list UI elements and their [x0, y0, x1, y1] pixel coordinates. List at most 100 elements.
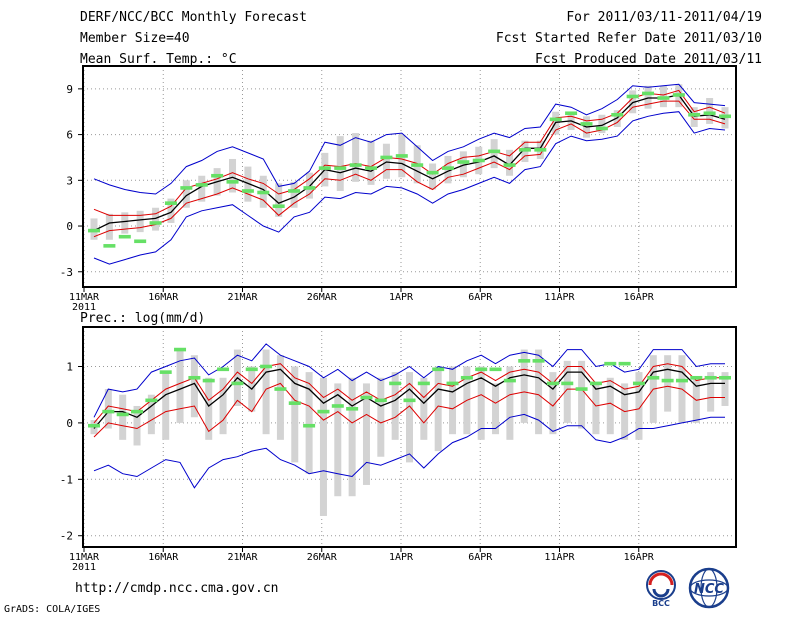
observed-marker — [288, 189, 301, 193]
observed-marker — [403, 398, 416, 403]
observed-marker — [365, 166, 378, 170]
observed-marker — [580, 122, 593, 126]
y-tick-label: -2 — [60, 530, 73, 543]
ensemble-range-box — [190, 355, 198, 418]
observed-marker — [116, 412, 129, 417]
observed-marker — [703, 111, 716, 116]
ensemble-range-box — [706, 98, 714, 124]
x-tick-label: 21MAR — [227, 552, 258, 563]
ncc-logo: NCC — [688, 567, 730, 609]
x-tick-label: 26MAR — [307, 552, 338, 563]
series-lower-inner — [93, 100, 726, 238]
ensemble-range-box — [205, 377, 213, 440]
ensemble-range-box — [176, 349, 184, 423]
observed-marker — [618, 361, 631, 366]
observed-marker — [374, 398, 387, 403]
ensemble-range-box — [563, 360, 571, 423]
ensemble-range-box — [367, 140, 375, 185]
ensemble-range-box — [406, 372, 413, 463]
x-tick-label: 11MAR — [69, 552, 100, 563]
observed-marker — [389, 381, 402, 386]
ensemble-range-box — [348, 377, 356, 497]
observed-marker — [257, 190, 270, 195]
observed-marker — [346, 406, 359, 411]
ensemble-range-box — [276, 355, 284, 440]
observed-marker — [88, 228, 100, 233]
ensemble-range-box — [162, 372, 170, 440]
y-tick-label: -1 — [60, 473, 73, 486]
observed-marker — [475, 367, 488, 372]
observed-marker — [518, 359, 531, 363]
ensemble-range-box — [377, 377, 385, 457]
ensemble-range-box — [690, 107, 698, 127]
ensemble-range-box — [613, 110, 621, 127]
y-tick-label: 3 — [66, 174, 73, 187]
ncc-logo-text: NCC — [694, 582, 724, 597]
x-tick-label: 1APR — [389, 552, 414, 563]
observed-marker — [642, 91, 655, 96]
series-ensemble-mean — [93, 94, 726, 232]
ensemble-range-box — [721, 372, 729, 406]
observed-marker — [380, 155, 393, 160]
series-lower-outer — [93, 111, 726, 265]
ensemble-range-box — [219, 377, 227, 435]
observed-marker — [595, 126, 608, 131]
source-url[interactable]: http://cmdp.ncc.cma.gov.cn — [75, 581, 279, 596]
observed-marker — [518, 148, 531, 152]
observed-marker — [102, 409, 115, 414]
observed-marker — [274, 387, 287, 391]
observed-marker — [561, 381, 574, 386]
observed-marker — [549, 117, 562, 122]
ensemble-range-box — [352, 133, 360, 182]
observed-marker — [231, 381, 244, 386]
ensemble-range-box — [104, 389, 112, 429]
ensemble-range-box — [133, 405, 141, 446]
series-upper-outer — [93, 83, 726, 195]
ensemble-range-box — [167, 198, 175, 223]
forecast-period: For 2011/03/11-2011/04/19 — [566, 10, 762, 25]
observed-marker — [180, 186, 193, 190]
ensemble-range-box — [644, 85, 652, 109]
y-tick-label: -3 — [60, 266, 73, 279]
observed-marker — [565, 111, 578, 116]
ensemble-range-box — [182, 180, 190, 208]
observed-marker — [503, 163, 516, 167]
observed-marker — [534, 148, 547, 152]
ensemble-range-box — [598, 114, 606, 134]
observed-marker — [272, 204, 285, 209]
x-tick-label: 6APR — [468, 552, 493, 563]
observed-marker — [131, 409, 144, 414]
observed-marker — [195, 183, 208, 187]
y-tick-label: 6 — [66, 129, 73, 142]
forecast-produced-date: Fcst Produced Date 2011/03/11 — [535, 52, 762, 67]
observed-marker — [489, 367, 502, 372]
ensemble-range-box — [520, 349, 528, 423]
observed-marker — [188, 375, 201, 380]
observed-marker — [331, 404, 344, 408]
plot-frame — [82, 65, 737, 288]
series-lower-inner — [93, 382, 725, 438]
observed-marker — [303, 423, 316, 428]
ensemble-range-box — [319, 377, 327, 516]
ensemble-range-box — [490, 139, 498, 169]
observed-marker — [211, 173, 224, 178]
observed-marker — [532, 359, 545, 363]
ensemble-range-box — [578, 360, 586, 429]
observed-marker — [460, 375, 473, 380]
ensemble-range-box — [477, 366, 485, 440]
observed-marker — [432, 367, 445, 372]
variable-label: Mean Surf. Temp.: °C — [80, 52, 237, 67]
observed-marker — [241, 189, 254, 193]
ensemble-range-box — [147, 394, 155, 435]
x-tick-label: 11APR — [544, 552, 575, 563]
x-tick-label: 16APR — [624, 292, 655, 303]
ensemble-range-box — [290, 181, 298, 208]
observed-marker — [672, 93, 685, 97]
ensemble-range-box — [198, 175, 206, 202]
x-tick-label: 16APR — [624, 552, 655, 563]
ensemble-range-box — [707, 372, 715, 412]
observed-marker — [441, 166, 454, 170]
x-tick-label: 11MAR — [69, 292, 100, 303]
observed-marker — [149, 221, 162, 225]
observed-marker — [503, 378, 516, 383]
